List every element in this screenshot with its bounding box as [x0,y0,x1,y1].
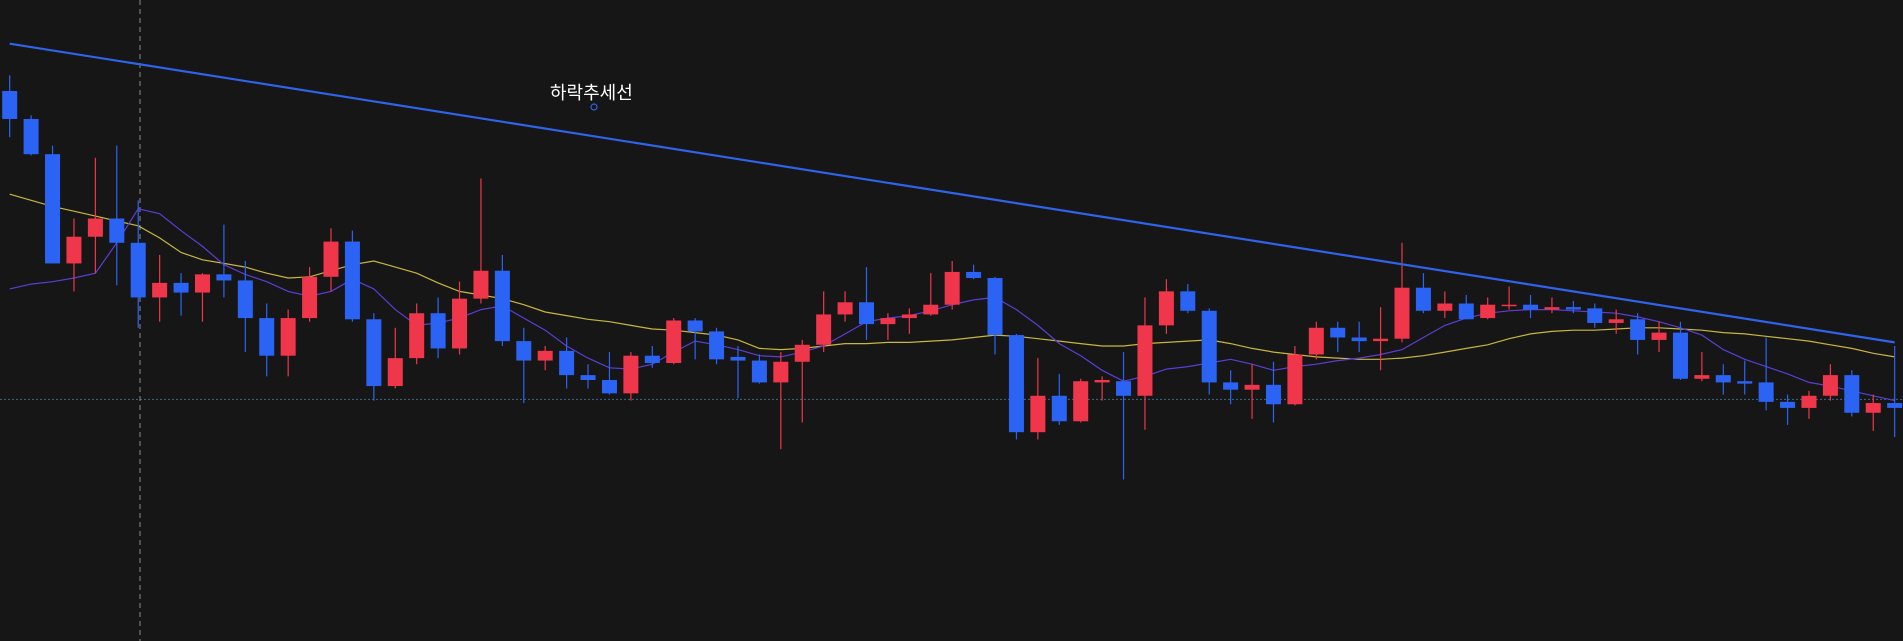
candle-body [1544,307,1560,310]
candle-body [1265,384,1281,405]
candle-body [687,320,703,332]
candle-body [494,270,510,342]
candle-body [430,313,446,349]
candle-body [880,318,896,325]
candle-body [2,91,18,119]
candle-body [23,118,39,155]
candle-body [1608,319,1624,323]
candle-body [259,318,275,356]
candle-body [87,218,103,237]
candle-body [1351,337,1367,342]
anchor-handle [590,103,598,111]
candle-body [901,314,917,319]
candle-body [923,304,939,315]
candle-body [1415,287,1431,311]
candle-body [1865,403,1881,413]
candle-body [344,241,360,320]
trendline-label: 하락추세선 [550,83,633,104]
candle-body [537,350,553,361]
candle-body [859,302,874,325]
candle-body [644,355,660,363]
candle-body [1073,381,1089,422]
candle-body [1523,304,1539,310]
candle-body [366,319,382,387]
candle-body [751,360,767,383]
candle-body [387,358,403,387]
candle-body [580,375,596,380]
candle-body [987,278,1003,336]
candle-body [559,350,575,376]
candle-body [794,344,810,362]
candle-body [816,314,832,345]
candle-body [730,356,746,361]
candle-body [409,313,425,359]
candle-body [1201,310,1217,383]
candle-body [1308,327,1324,355]
candle-body [1137,325,1153,396]
candle-body [1458,303,1474,320]
candle-body [1758,382,1774,402]
candle-body [1887,403,1903,408]
candle-body [280,318,296,356]
candle-body [601,379,617,394]
candle-body [1008,335,1024,433]
candle-body [1844,375,1860,413]
candle-body [302,276,318,319]
candle-body [1587,308,1603,323]
candle-body [966,271,982,279]
candle-body [1737,381,1753,384]
candle-body [1480,304,1496,319]
candle-body [1180,291,1196,311]
candle-body [1287,354,1303,405]
candle-body [1030,395,1046,433]
candle-body [45,154,61,264]
candle-body [152,282,168,298]
candle-body [1437,303,1453,311]
candle-body [1630,319,1646,340]
candle-body [944,271,960,305]
candle-body [1244,384,1260,390]
candle-body [1394,287,1410,339]
candle-body [323,241,339,277]
candle-body [1801,395,1817,408]
trendline [9,42,1895,344]
candle-body [1158,291,1174,326]
candle-body [1094,379,1110,383]
candle-body [1672,332,1688,379]
candle-body [666,320,682,363]
candle-body [1715,375,1731,383]
candle-body [473,270,489,299]
candle-body [1330,327,1346,338]
candle-body [1116,381,1132,396]
candle-body [130,242,146,298]
candle-body [709,331,725,360]
candle-body [173,282,189,293]
candle-body [237,280,253,319]
candle-body [837,302,853,315]
candle-body [1780,401,1796,408]
candle-body [516,341,532,361]
candle-body [1223,382,1239,390]
candle-body [623,355,639,394]
candle-body [1651,332,1667,340]
candle-body [1565,307,1581,310]
candle-body [66,236,82,264]
candle-body [109,218,125,243]
candle-body [1051,395,1067,422]
candle-body [194,274,210,293]
candle-body [1822,375,1838,396]
candle-body [1694,375,1710,379]
candle-body [216,274,232,281]
candle-body [1501,304,1517,307]
candle-body [1373,338,1389,342]
candle-body [773,361,789,383]
candle-body [452,298,468,349]
